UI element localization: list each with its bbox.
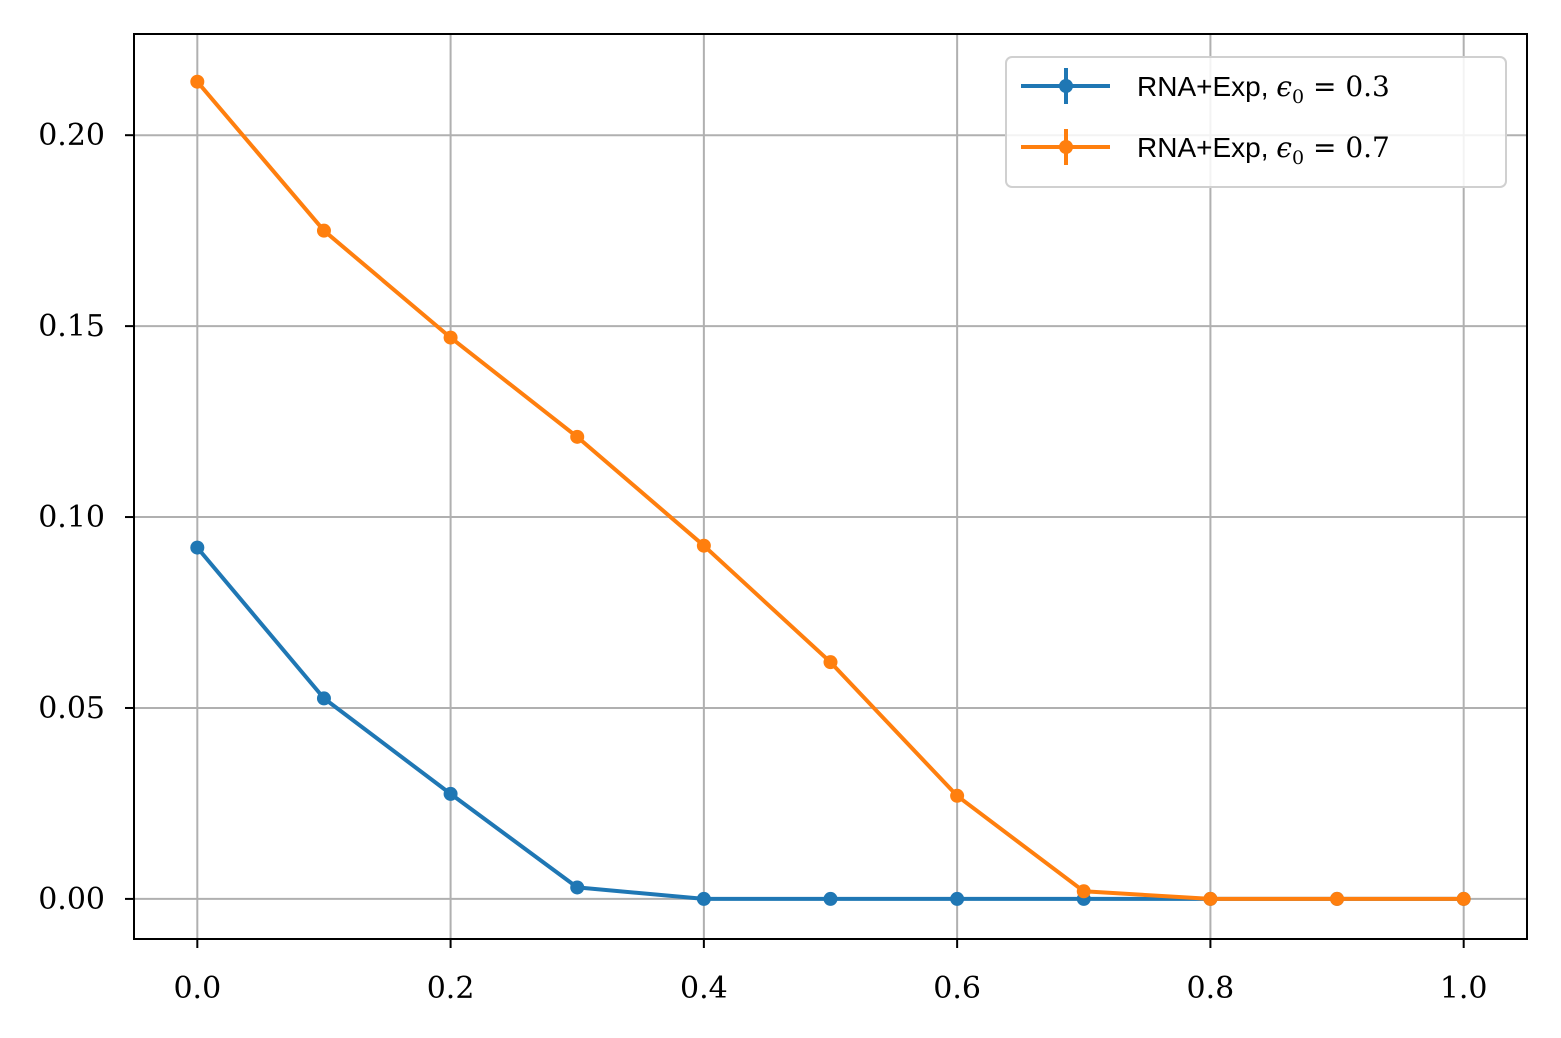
data-point — [570, 880, 585, 895]
data-point — [190, 74, 205, 89]
legend-marker — [1059, 79, 1073, 93]
y-tick-label: 0.05 — [38, 691, 105, 726]
data-point — [1203, 891, 1218, 906]
legend-label: RNA+Exp, ϵ0 = 0.3 — [1137, 70, 1390, 108]
legend-subscript: 0 — [1292, 147, 1304, 169]
x-axis: 0.0 0.2 0.4 0.6 0.8 1.0 — [173, 939, 1488, 1006]
plot-frame — [133, 33, 1528, 940]
data-point — [1330, 891, 1345, 906]
x-tick-label: 0.8 — [1187, 971, 1235, 1006]
y-tick-label: 0.15 — [38, 309, 105, 344]
series-layer — [190, 74, 1471, 906]
legend-subscript: 0 — [1292, 86, 1304, 108]
y-tick-label: 0.00 — [38, 882, 105, 917]
y-axis: 0.00 0.05 0.10 0.15 0.20 — [38, 118, 134, 917]
data-point — [190, 540, 205, 555]
data-point — [950, 891, 965, 906]
legend-value: = 0.3 — [1304, 70, 1390, 103]
data-point — [950, 788, 965, 803]
x-tick-label: 1.0 — [1440, 971, 1488, 1006]
data-point — [316, 691, 331, 706]
legend-marker — [1059, 140, 1073, 154]
data-point — [570, 429, 585, 444]
x-tick-label: 0.0 — [173, 971, 221, 1006]
legend-entry-1: RNA+Exp, ϵ0 = 0.3 — [1021, 68, 1390, 108]
legend-epsilon: ϵ — [1276, 131, 1292, 164]
legend-label: RNA+Exp, ϵ0 = 0.7 — [1137, 131, 1390, 169]
data-point — [696, 538, 711, 553]
data-point — [443, 786, 458, 801]
x-tick-label: 0.4 — [680, 971, 728, 1006]
data-point — [696, 891, 711, 906]
legend-box — [1005, 56, 1507, 188]
x-tick-label: 0.2 — [427, 971, 475, 1006]
y-tick-label: 0.20 — [38, 118, 105, 153]
legend-epsilon: ϵ — [1276, 70, 1292, 103]
legend-value: = 0.7 — [1304, 131, 1390, 164]
legend-entry-2: RNA+Exp, ϵ0 = 0.7 — [1021, 129, 1390, 169]
y-tick-label: 0.10 — [38, 500, 105, 535]
legend-text: RNA+Exp, — [1137, 71, 1276, 102]
data-point — [823, 655, 838, 670]
data-point — [443, 330, 458, 345]
data-point — [823, 891, 838, 906]
x-tick-label: 0.6 — [933, 971, 981, 1006]
data-point — [1076, 884, 1091, 899]
series-2 — [190, 74, 1471, 906]
data-point — [316, 223, 331, 238]
data-point — [1456, 891, 1471, 906]
legend-text: RNA+Exp, — [1137, 132, 1276, 163]
